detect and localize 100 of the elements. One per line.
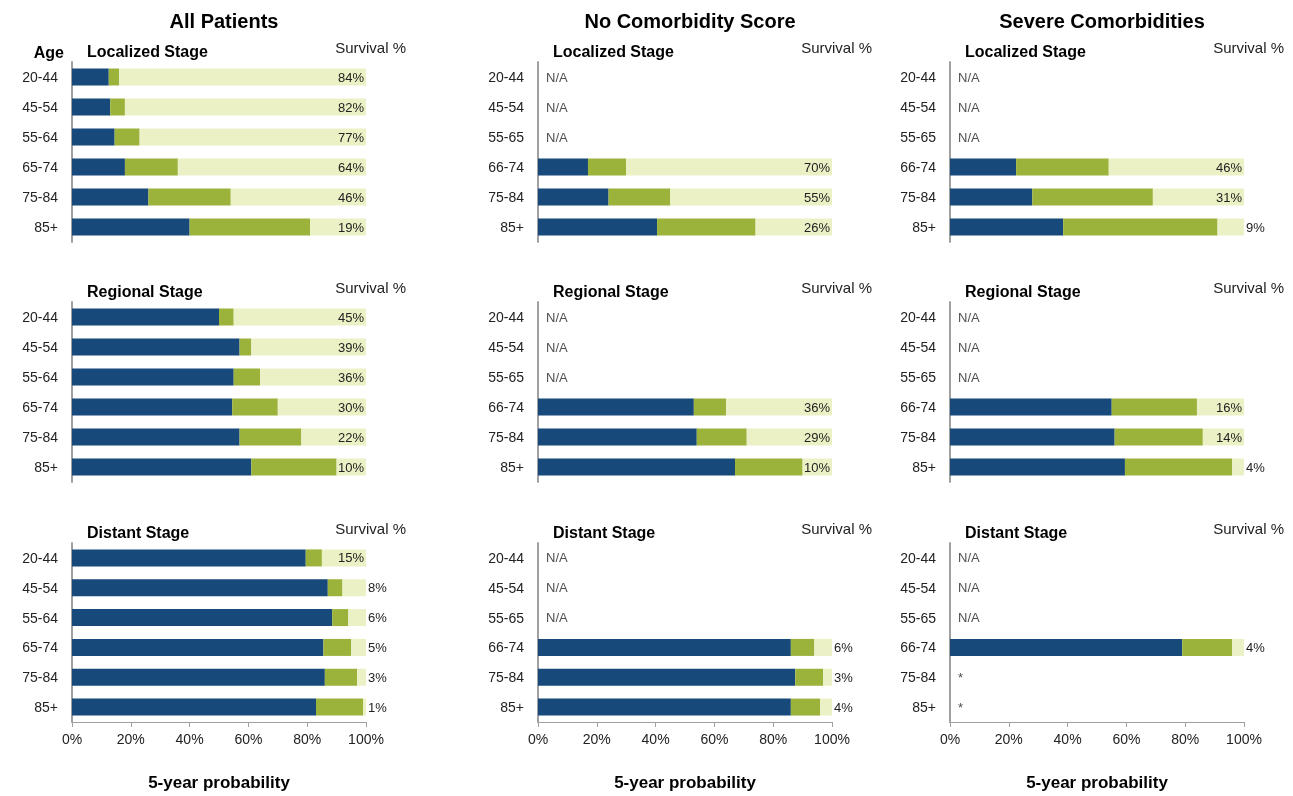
- text: Survival %: [1213, 39, 1284, 56]
- y-tick-label: 85+: [500, 219, 524, 235]
- data-label: 36%: [337, 369, 365, 385]
- y-tick-label: 20-44: [22, 549, 59, 566]
- y-tick-label: 45-54: [488, 99, 525, 115]
- bar: [790, 698, 821, 716]
- bar: [305, 549, 322, 567]
- y-tick-label: 45-54: [900, 339, 937, 355]
- y-tick-label: 20-44: [488, 309, 525, 325]
- chart-subtitle: Distant Stage: [553, 523, 656, 541]
- bar: [357, 668, 366, 686]
- x-tick-label: 40%: [175, 731, 204, 747]
- x-tick-label: 20%: [116, 731, 145, 747]
- bar: [277, 398, 366, 416]
- y-tick-label: 55-64: [22, 129, 59, 145]
- bar: [323, 638, 352, 656]
- x-tick-label: 80%: [293, 731, 322, 747]
- y-tick-label: 55-65: [488, 369, 525, 385]
- text: Survival %: [335, 279, 406, 296]
- y-tick-label: 20-44: [900, 69, 937, 85]
- data-label: 14%: [1215, 429, 1243, 445]
- data-label: 36%: [803, 399, 831, 415]
- x-tick-label: 100%: [1226, 731, 1262, 747]
- chart-subtitle: Localized Stage: [965, 42, 1087, 60]
- data-label: 3%: [368, 669, 388, 685]
- data-label: 6%: [368, 610, 388, 626]
- data-label: 55%: [803, 189, 831, 205]
- data-label: 4%: [834, 699, 854, 715]
- bar: [814, 638, 832, 656]
- bar: [324, 668, 358, 686]
- bar: [734, 458, 803, 476]
- y-tick-label: 55-65: [488, 129, 525, 145]
- x-tick-label: 80%: [759, 731, 788, 747]
- y-tick-label: 85+: [500, 699, 524, 716]
- bar: [790, 638, 815, 656]
- bar: [538, 458, 735, 476]
- data-label: 29%: [803, 429, 831, 445]
- data-label: 9%: [1246, 219, 1266, 235]
- bar: [72, 188, 149, 206]
- text: *: [958, 669, 964, 685]
- data-label: 10%: [803, 459, 831, 475]
- bar: [251, 458, 337, 476]
- text: N/A: [958, 309, 980, 325]
- y-tick-label: 75-84: [900, 669, 937, 686]
- bar: [327, 579, 343, 597]
- bar: [538, 398, 694, 416]
- chart-subtitle: Distant Stage: [965, 523, 1068, 541]
- text: N/A: [958, 580, 980, 596]
- bar: [795, 668, 824, 686]
- bar: [950, 398, 1112, 416]
- text: Survival %: [801, 39, 872, 56]
- data-label: 46%: [1215, 159, 1243, 175]
- x-tick-label: 0%: [527, 731, 549, 747]
- text: N/A: [546, 550, 568, 566]
- data-label: 77%: [337, 129, 365, 145]
- y-tick-label: 75-84: [22, 189, 59, 205]
- chart-title: Severe Comorbidities: [999, 10, 1205, 32]
- data-label: 46%: [337, 189, 365, 205]
- y-tick-label: 85+: [34, 219, 58, 235]
- text: *: [958, 699, 964, 715]
- bar: [950, 188, 1033, 206]
- x-tick-label: 100%: [348, 731, 384, 747]
- bar: [342, 579, 366, 597]
- bar: [72, 68, 109, 86]
- y-tick-label: 85+: [34, 699, 58, 716]
- y-tick-label: 65-74: [22, 159, 59, 175]
- x-axis-title: 5-year probability: [1026, 773, 1169, 792]
- text: N/A: [546, 99, 568, 115]
- bar: [1232, 458, 1244, 476]
- bar: [538, 698, 791, 716]
- y-tick-label: 55-65: [900, 609, 937, 626]
- y-tick-label: 66-74: [488, 159, 525, 175]
- bar: [110, 98, 125, 116]
- chart-subtitle: Regional Stage: [553, 282, 669, 300]
- y-tick-label: 55-64: [22, 369, 59, 385]
- bar: [608, 188, 671, 206]
- text: N/A: [958, 129, 980, 145]
- data-label: 5%: [368, 639, 388, 655]
- bar: [114, 128, 140, 146]
- bar: [670, 188, 832, 206]
- bar: [1114, 428, 1203, 446]
- y-tick-label: 75-84: [488, 429, 525, 445]
- text: N/A: [546, 69, 568, 85]
- chart-subtitle: Regional Stage: [965, 282, 1081, 300]
- bar: [626, 158, 832, 176]
- data-label: 4%: [1246, 639, 1266, 655]
- chart-subtitle: Distant Stage: [87, 523, 190, 541]
- y-axis-title: Age: [33, 43, 65, 61]
- data-label: 31%: [1215, 189, 1243, 205]
- y-tick-label: 85+: [912, 219, 936, 235]
- y-tick-label: 45-54: [900, 579, 937, 596]
- data-label: 84%: [337, 69, 365, 85]
- x-tick-label: 20%: [994, 731, 1023, 747]
- bar: [72, 128, 115, 146]
- x-tick-label: 60%: [1112, 731, 1141, 747]
- chart-title: All Patients: [169, 10, 279, 32]
- bar: [1063, 218, 1218, 236]
- y-tick-label: 55-64: [22, 609, 59, 626]
- bar: [251, 338, 366, 356]
- bar: [233, 368, 261, 386]
